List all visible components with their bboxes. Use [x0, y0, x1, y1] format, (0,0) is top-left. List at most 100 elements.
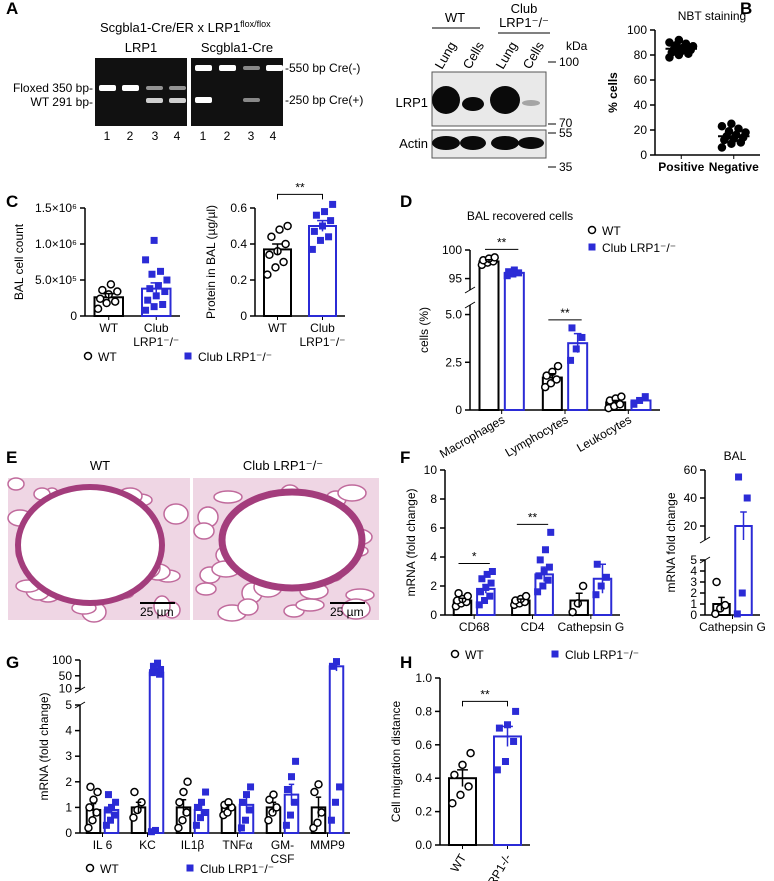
data-point: [174, 823, 183, 833]
data-point: [733, 610, 741, 618]
data-point: [734, 124, 743, 133]
x-tick-label: CD68: [459, 620, 490, 634]
axis-break: [464, 301, 476, 309]
data-point: [568, 607, 577, 617]
data-point: [154, 659, 162, 667]
data-point: [316, 236, 324, 244]
data-point: [314, 780, 323, 789]
data-point: [545, 563, 553, 571]
axis-break: [699, 536, 711, 544]
data-point: [327, 816, 335, 824]
data-point: [179, 787, 188, 797]
band-marker: Floxed 350 bp-: [13, 81, 93, 95]
panel-letter: E: [6, 448, 17, 467]
legend-label: WT: [100, 862, 119, 876]
y-tick-label: 1.5×10⁶: [35, 201, 77, 215]
x-tick-label: CD4: [520, 620, 544, 634]
data-point: [572, 345, 580, 353]
y-tick-label: 2: [690, 586, 697, 600]
y-tick-label: 50: [59, 669, 73, 683]
data-point: [487, 579, 495, 587]
data-point: [521, 591, 531, 601]
lane-label: 3: [152, 129, 159, 143]
y-tick-label: 0: [690, 608, 697, 622]
chart-title: NBT staining: [678, 9, 746, 23]
data-point: [93, 304, 103, 314]
histology-panel: WT Club LRP1⁻/⁻ 25 µm 25 µm: [7, 458, 379, 623]
data-point: [504, 721, 511, 729]
data-point: [98, 285, 107, 295]
bar: [478, 260, 500, 411]
data-point: [308, 245, 316, 253]
y-axis-label: BAL cell count: [12, 223, 26, 300]
alveolus: [237, 598, 259, 616]
x-tick-label: Leukocytes: [574, 412, 634, 454]
y-tick-label: 1: [65, 800, 72, 814]
significance-label: **: [480, 687, 490, 701]
data-point: [483, 570, 491, 578]
data-point: [84, 823, 93, 833]
airway: [15, 484, 165, 606]
data-point: [720, 600, 730, 610]
data-point: [510, 266, 518, 274]
gel-image: [95, 58, 187, 126]
data-point: [568, 324, 576, 332]
marker-label: 100: [559, 55, 579, 69]
row-label: Actin: [399, 136, 428, 151]
alveolus: [295, 598, 325, 612]
marker-label: 55: [559, 126, 573, 140]
marker-label: 70: [559, 116, 573, 130]
alveolus: [193, 522, 215, 540]
marker-ticks: [548, 61, 556, 168]
data-point: [466, 748, 475, 758]
data-point: [617, 392, 626, 401]
data-point: [111, 811, 119, 819]
data-point: [544, 576, 552, 584]
data-point: [310, 227, 318, 235]
y-tick-label: 0: [240, 309, 247, 323]
data-point: [536, 556, 544, 564]
x-tick-label: LRP1⁻/⁻: [299, 335, 345, 349]
data-point: [292, 757, 300, 765]
data-point: [540, 382, 550, 392]
legend-marker: [83, 351, 93, 361]
data-point: [552, 375, 561, 384]
data-point: [592, 591, 600, 599]
legend-marker: [85, 863, 95, 873]
data-point: [110, 297, 120, 306]
data-point: [152, 292, 160, 300]
x-tick-label: Positive: [658, 160, 704, 174]
y-tick-label: 4: [430, 550, 437, 564]
significance-label: **: [497, 235, 507, 249]
data-point: [336, 783, 344, 791]
significance-label: **: [560, 306, 570, 320]
alveolus: [337, 484, 367, 502]
data-point: [238, 798, 246, 806]
data-point: [515, 269, 523, 277]
data-point: [106, 816, 114, 824]
data-point: [312, 211, 320, 219]
y-tick-label: 0.4: [230, 237, 247, 251]
data-point: [286, 811, 294, 819]
lane-label: 2: [127, 129, 134, 143]
data-point: [133, 805, 142, 815]
chart-title: BAL recovered cells: [467, 209, 573, 223]
legend-label: WT: [98, 350, 117, 364]
x-tick-label: Lymphocytes: [503, 412, 571, 459]
unit-label: kDa: [566, 39, 588, 53]
data-point: [503, 272, 511, 280]
y-axis-label: % cells: [606, 72, 620, 113]
data-point: [553, 361, 563, 371]
legend-marker: [184, 352, 192, 360]
data-point: [279, 257, 288, 267]
y-tick-label: 20: [634, 123, 648, 137]
data-point: [149, 662, 157, 670]
y-tick-label: 0: [65, 826, 72, 840]
legend-label: Club LRP1⁻/⁻: [565, 648, 639, 662]
legend-label: Club LRP1⁻/⁻: [602, 241, 676, 255]
data-point: [269, 790, 278, 799]
y-tick-label: 60: [684, 463, 698, 477]
x-tick-label: IL 6: [93, 838, 113, 852]
bar: [308, 225, 337, 317]
data-point: [329, 200, 337, 208]
